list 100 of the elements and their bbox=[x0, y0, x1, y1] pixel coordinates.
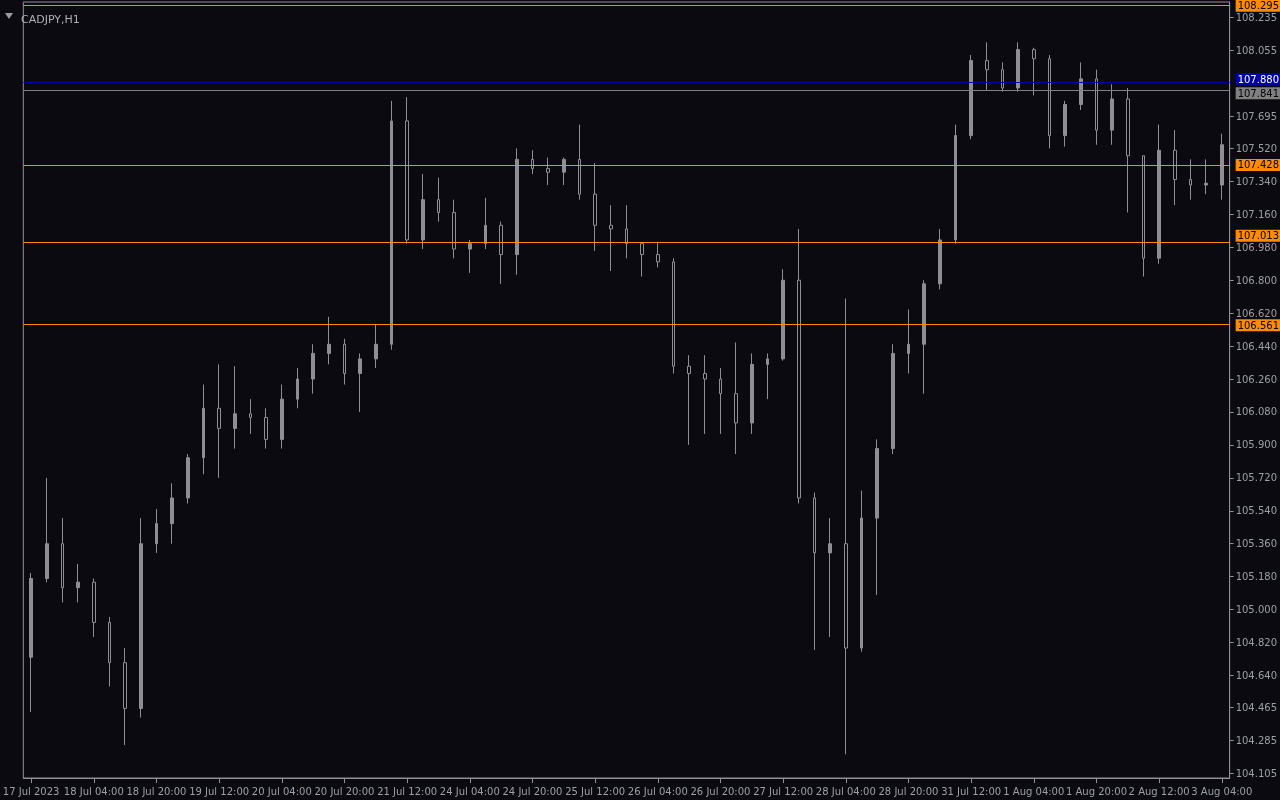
candlestick bbox=[562, 157, 566, 186]
y-tick-label: 105.360 bbox=[1235, 538, 1278, 550]
candlestick bbox=[264, 407, 268, 450]
candlestick bbox=[170, 482, 174, 545]
candlestick bbox=[907, 308, 910, 375]
candlestick bbox=[390, 100, 393, 351]
candlestick bbox=[358, 352, 362, 413]
candlestick bbox=[1142, 155, 1145, 278]
candlestick bbox=[280, 384, 284, 450]
y-tick-label: 106.620 bbox=[1235, 307, 1278, 319]
candlestick bbox=[1157, 124, 1161, 265]
y-tick-label: 104.640 bbox=[1235, 670, 1278, 682]
candlestick bbox=[1126, 87, 1130, 213]
candlestick bbox=[766, 352, 769, 400]
candlestick bbox=[405, 96, 409, 245]
candlestick bbox=[938, 228, 942, 290]
candlestick bbox=[92, 578, 96, 638]
y-tick-label: 108.235 bbox=[1235, 12, 1278, 24]
candlestick bbox=[421, 173, 425, 250]
candlestick bbox=[45, 477, 49, 583]
candlestick bbox=[969, 54, 973, 140]
candlestick bbox=[922, 279, 926, 395]
x-tick-label: 24 Jul 20:00 bbox=[502, 785, 563, 797]
candlestick bbox=[672, 257, 675, 375]
y-tick-label: 106.440 bbox=[1235, 340, 1278, 352]
candlestick bbox=[860, 490, 863, 653]
x-tick-label: 28 Jul 04:00 bbox=[815, 785, 876, 797]
candlestick bbox=[1189, 158, 1192, 201]
y-tick-label: 105.720 bbox=[1235, 472, 1278, 484]
candlestick bbox=[499, 221, 503, 285]
candlestick bbox=[656, 241, 660, 268]
x-tick-label: 1 Aug 20:00 bbox=[1065, 785, 1128, 797]
candlestick bbox=[296, 367, 299, 409]
candlestick bbox=[813, 491, 816, 651]
x-tick-label: 3 Aug 04:00 bbox=[1191, 785, 1253, 797]
ref-line-label: 107.841 bbox=[1237, 87, 1280, 99]
y-tick-label: 107.340 bbox=[1235, 175, 1278, 187]
candlestick bbox=[515, 147, 519, 276]
candlestick bbox=[1048, 54, 1051, 149]
y-tick-label: 107.520 bbox=[1235, 142, 1278, 154]
candlestick bbox=[734, 341, 738, 455]
y-tick-label: 107.160 bbox=[1235, 208, 1278, 220]
y-tick-label: 105.900 bbox=[1235, 439, 1278, 451]
candlestick bbox=[593, 162, 597, 252]
candlestick bbox=[139, 517, 143, 719]
candlestick bbox=[233, 365, 237, 450]
candlestick bbox=[1173, 129, 1177, 206]
candlestick bbox=[844, 297, 848, 755]
candlestick bbox=[374, 323, 378, 369]
candlestick bbox=[343, 338, 346, 386]
candlestick bbox=[249, 398, 252, 435]
x-tick-label: 28 Jul 20:00 bbox=[878, 785, 939, 797]
x-tick-label: 2 Aug 12:00 bbox=[1128, 785, 1190, 797]
candlestick bbox=[1110, 83, 1114, 146]
candlestick bbox=[985, 41, 989, 91]
candlestick bbox=[61, 517, 64, 603]
candlestick bbox=[531, 149, 534, 175]
candlestick bbox=[703, 354, 707, 435]
candlestick bbox=[687, 354, 691, 446]
candlestick bbox=[186, 453, 190, 504]
x-tick-label: 20 Jul 04:00 bbox=[251, 785, 312, 797]
candlestick bbox=[546, 157, 550, 186]
candlestick bbox=[828, 517, 832, 638]
candlestick bbox=[29, 572, 33, 713]
x-tick-label: 27 Jul 12:00 bbox=[753, 785, 814, 797]
y-tick-label: 104.105 bbox=[1235, 767, 1278, 779]
ref-line-label: 107.013 bbox=[1237, 230, 1280, 242]
candlestick bbox=[1204, 158, 1208, 195]
x-tick-label: 25 Jul 12:00 bbox=[565, 785, 626, 797]
candlestick bbox=[1079, 61, 1083, 111]
candlestick bbox=[202, 384, 205, 475]
x-tick-label: 1 Aug 04:00 bbox=[1003, 785, 1065, 797]
x-tick-label: 20 Jul 20:00 bbox=[314, 785, 375, 797]
candlestick bbox=[217, 363, 221, 479]
candlestick bbox=[875, 438, 879, 596]
y-tick-label: 104.465 bbox=[1235, 702, 1278, 714]
candlestick bbox=[640, 241, 644, 278]
ref-line-label: 107.880 bbox=[1237, 73, 1280, 85]
candlestick bbox=[797, 228, 801, 504]
candlestick bbox=[1016, 41, 1020, 93]
candlestick bbox=[1095, 69, 1098, 146]
candlestick bbox=[155, 508, 158, 554]
x-tick-label: 21 Jul 12:00 bbox=[377, 785, 438, 797]
candlestick bbox=[327, 316, 331, 365]
candlestick bbox=[484, 197, 487, 250]
candlestick bbox=[1032, 47, 1036, 96]
x-tick-label: 17 Jul 2023 bbox=[2, 785, 60, 797]
y-tick-label: 104.285 bbox=[1235, 734, 1278, 746]
candlestick bbox=[609, 204, 613, 272]
y-tick-label: 108.055 bbox=[1235, 45, 1278, 56]
y-tick-label: 105.180 bbox=[1235, 571, 1278, 583]
x-tick-label: 26 Jul 20:00 bbox=[690, 785, 751, 797]
y-tick-label: 107.695 bbox=[1235, 110, 1278, 122]
y-tick-label: 104.820 bbox=[1235, 637, 1278, 649]
candlestick bbox=[468, 239, 472, 274]
y-tick-label: 106.800 bbox=[1235, 274, 1278, 286]
candlestick bbox=[1001, 61, 1004, 93]
y-tick-label: 106.980 bbox=[1235, 241, 1278, 253]
candlestick bbox=[108, 616, 111, 687]
x-tick-label: 18 Jul 04:00 bbox=[63, 785, 124, 797]
